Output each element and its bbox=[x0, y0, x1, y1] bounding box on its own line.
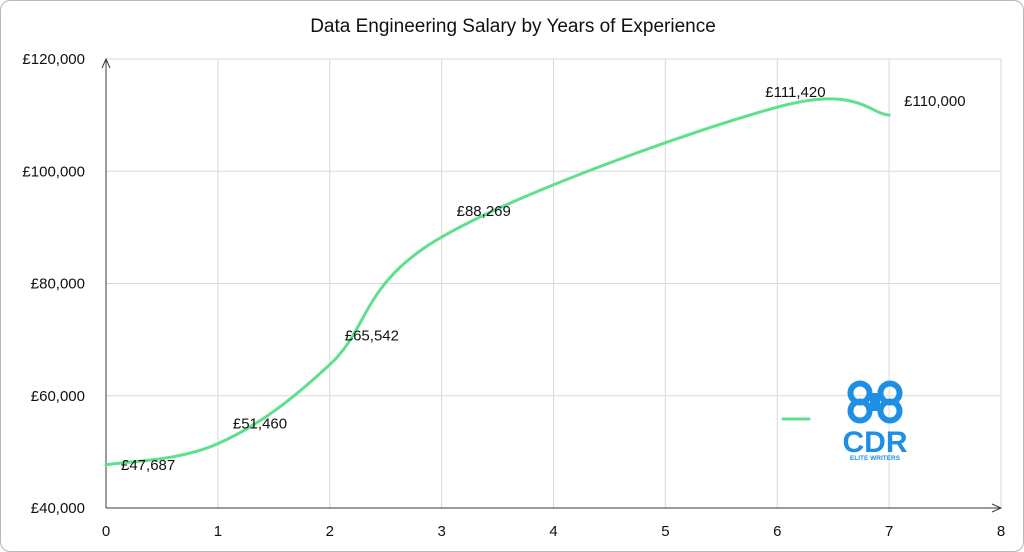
data-labels: £47,687 £51,460 £65,542 £88,269 £111,420 £110… bbox=[121, 84, 966, 474]
x-tick-label: 7 bbox=[885, 523, 893, 540]
data-label: £47,687 bbox=[121, 457, 175, 474]
x-axis-arrow bbox=[991, 503, 1003, 513]
y-tick-label: £120,000 bbox=[22, 51, 85, 68]
data-label: £65,542 bbox=[345, 328, 399, 345]
x-tick-label: 6 bbox=[773, 523, 781, 540]
x-tick-label: 0 bbox=[102, 523, 110, 540]
logo-center bbox=[870, 393, 880, 411]
logo-text: CDR bbox=[843, 426, 908, 459]
x-tick-label: 8 bbox=[997, 523, 1005, 540]
x-tick-label: 2 bbox=[326, 523, 334, 540]
logo-lobe bbox=[847, 398, 873, 424]
data-label: £51,460 bbox=[233, 416, 287, 433]
series-line bbox=[104, 97, 891, 467]
series-layer bbox=[104, 97, 891, 467]
y-tick-label: £40,000 bbox=[31, 500, 85, 517]
y-tick-label: £60,000 bbox=[31, 388, 85, 405]
cdr-elite-writers-logo: CDR ELITE WRITERS bbox=[843, 380, 908, 462]
logo-lobe bbox=[877, 398, 903, 424]
x-tick-label: 5 bbox=[661, 523, 669, 540]
data-label: £111,420 bbox=[765, 84, 825, 101]
x-tick-label: 3 bbox=[437, 523, 445, 540]
x-tick-label: 1 bbox=[214, 523, 222, 540]
data-label: £110,000 bbox=[904, 93, 965, 110]
logo-subtext: ELITE WRITERS bbox=[850, 455, 901, 462]
y-tick-label: £100,000 bbox=[22, 163, 85, 180]
axes bbox=[101, 57, 1003, 513]
chart-title: Data Engineering Salary by Years of Expe… bbox=[310, 16, 716, 37]
y-tick-label: £80,000 bbox=[31, 276, 85, 293]
quatrefoil-icon bbox=[847, 380, 903, 424]
y-axis-arrow bbox=[101, 57, 111, 69]
data-label: £88,269 bbox=[457, 203, 511, 220]
x-tick-label: 4 bbox=[549, 523, 557, 540]
tick-labels: 0 1 2 3 4 5 6 7 8 £40,000 £60,000 £80,000 £100,000 £1… bbox=[22, 51, 1005, 540]
